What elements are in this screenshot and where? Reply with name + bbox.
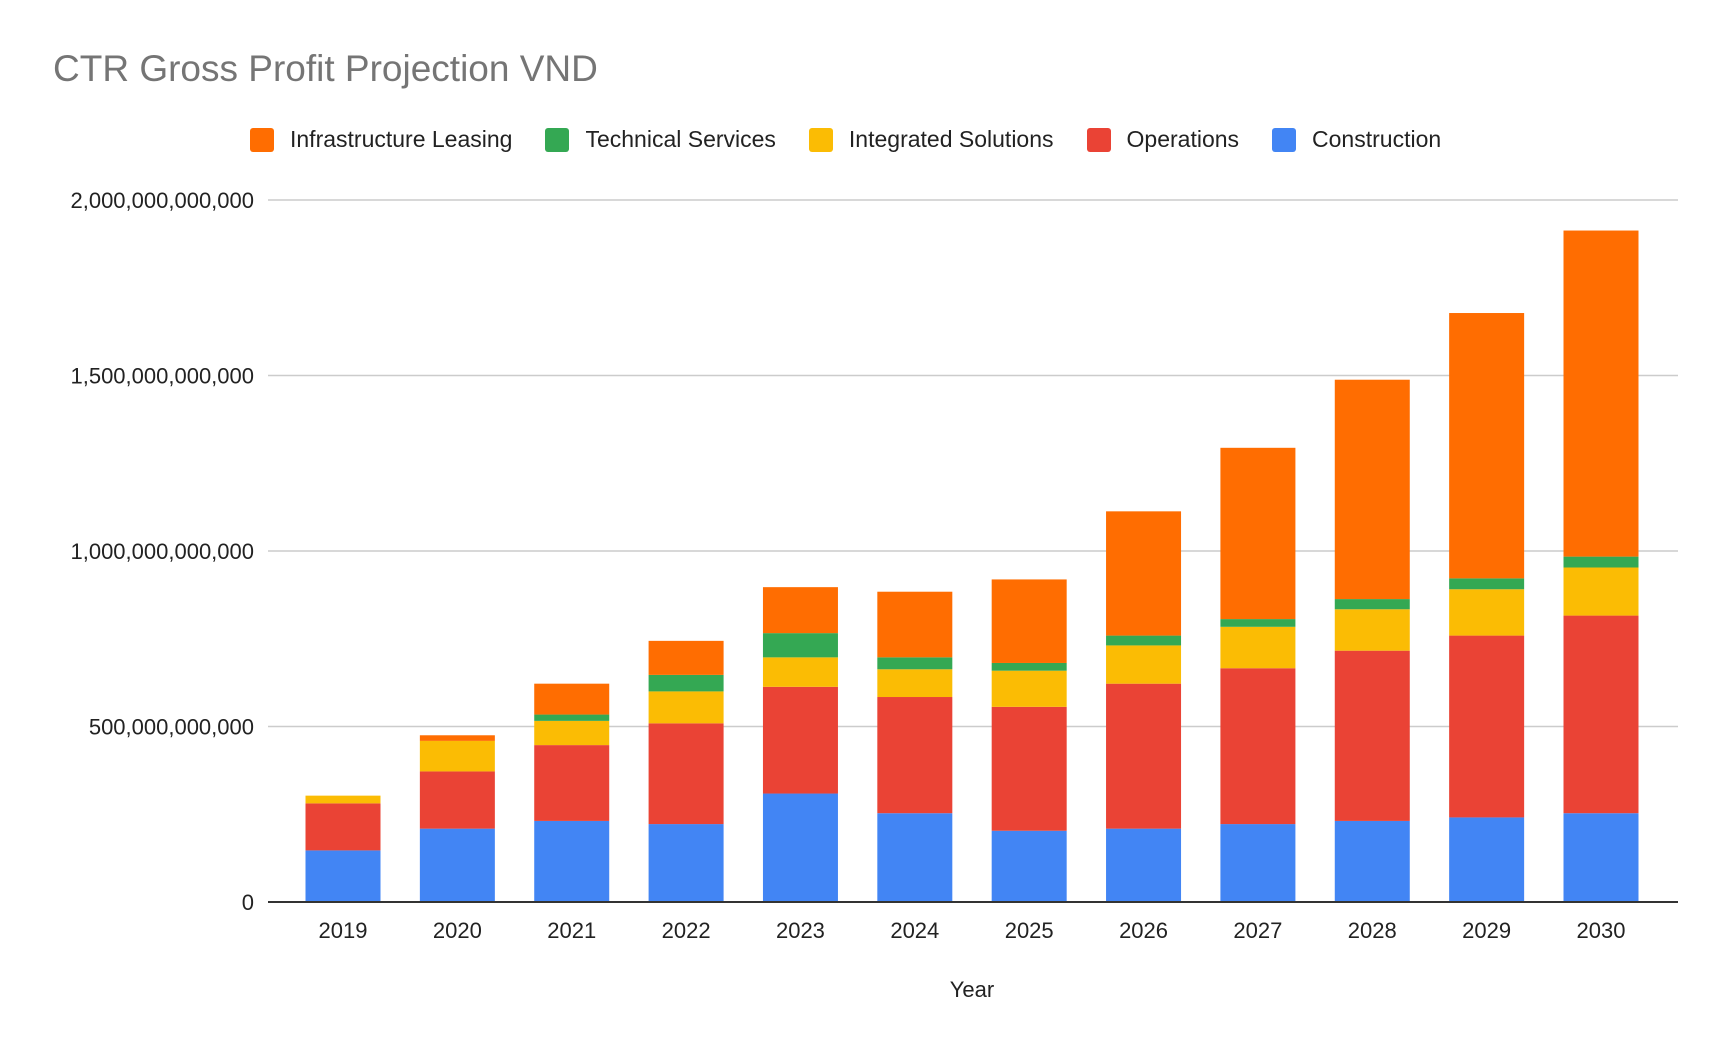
- bar-construction-2024: [877, 813, 953, 902]
- bar-integrated-solutions-2022: [648, 691, 724, 724]
- legend: Infrastructure Leasing Technical Services…: [250, 126, 1441, 153]
- bar-integrated-solutions-2030: [1563, 567, 1639, 616]
- bar-construction-2027: [1220, 824, 1296, 902]
- bar-operations-2025: [991, 706, 1067, 831]
- bar-infrastructure-leasing-2020: [419, 735, 495, 741]
- bar-construction-2022: [648, 824, 724, 902]
- bar-construction-2030: [1563, 813, 1639, 902]
- x-tick-label: 2025: [1005, 918, 1054, 943]
- bar-construction-2026: [1106, 828, 1182, 902]
- bar-construction-2020: [419, 828, 495, 902]
- bar-technical-services-2026: [1106, 635, 1182, 646]
- legend-label: Technical Services: [585, 126, 776, 152]
- bar-technical-services-2022: [648, 674, 724, 692]
- y-tick-label: 500,000,000,000: [89, 715, 254, 740]
- bar-construction-2019: [305, 850, 381, 902]
- bar-operations-2026: [1106, 683, 1182, 829]
- bar-infrastructure-leasing-2027: [1220, 447, 1296, 620]
- x-tick-label: 2019: [319, 918, 368, 943]
- bar-technical-services-2030: [1563, 556, 1639, 568]
- bar-integrated-solutions-2019: [305, 795, 381, 804]
- x-tick-label: 2026: [1119, 918, 1168, 943]
- legend-swatch: [808, 127, 833, 152]
- bar-technical-services-2029: [1449, 578, 1525, 590]
- y-tick-label: 0: [242, 890, 254, 915]
- x-tick-label: 2021: [547, 918, 596, 943]
- bar-infrastructure-leasing-2024: [877, 591, 953, 658]
- legend-label: Operations: [1126, 126, 1240, 152]
- bar-operations-2029: [1449, 635, 1525, 818]
- legend-label: Construction: [1312, 126, 1442, 152]
- bar-technical-services-2024: [877, 657, 953, 670]
- bar-operations-2020: [419, 771, 495, 829]
- bar-integrated-solutions-2025: [991, 670, 1067, 707]
- bar-operations-2028: [1334, 650, 1410, 821]
- x-tick-label: 2022: [662, 918, 711, 943]
- x-tick-label: 2024: [890, 918, 939, 943]
- legend-swatch: [545, 127, 570, 152]
- legend-item: Operations: [1086, 126, 1240, 153]
- legend-item: Integrated Solutions: [808, 126, 1054, 153]
- x-axis-title: Year: [950, 977, 994, 1002]
- bar-integrated-solutions-2026: [1106, 645, 1182, 684]
- legend-swatch: [250, 127, 274, 152]
- y-tick-label: 2,000,000,000,000: [70, 188, 254, 213]
- legend-item: Infrastructure Leasing: [250, 126, 512, 153]
- bar-integrated-solutions-2029: [1449, 589, 1525, 636]
- legend-swatch: [1086, 127, 1111, 152]
- bar-integrated-solutions-2027: [1220, 626, 1296, 669]
- x-tick-label: 2028: [1348, 918, 1397, 943]
- y-tick-label: 1,500,000,000,000: [70, 364, 254, 389]
- x-tick-label: 2030: [1577, 918, 1626, 943]
- x-tick-label: 2029: [1462, 918, 1511, 943]
- bar-infrastructure-leasing-2028: [1334, 379, 1410, 600]
- bar-construction-2025: [991, 830, 1067, 902]
- bar-integrated-solutions-2028: [1334, 609, 1410, 651]
- bar-construction-2028: [1334, 820, 1410, 902]
- chart-title: CTR Gross Profit Projection VND: [53, 48, 598, 89]
- bar-infrastructure-leasing-2029: [1449, 313, 1525, 579]
- bar-operations-2024: [877, 697, 953, 814]
- x-tick-label: 2020: [433, 918, 482, 943]
- bar-operations-2019: [305, 803, 381, 851]
- x-tick-label: 2027: [1233, 918, 1282, 943]
- legend-item: Technical Services: [545, 126, 776, 153]
- bar-operations-2027: [1220, 668, 1296, 825]
- bar-operations-2022: [648, 723, 724, 825]
- bar-integrated-solutions-2020: [419, 740, 495, 772]
- bar-technical-services-2025: [991, 662, 1067, 671]
- bar-operations-2021: [534, 745, 610, 821]
- bar-technical-services-2023: [762, 633, 838, 658]
- legend-item: Construction: [1272, 126, 1441, 153]
- bar-infrastructure-leasing-2025: [991, 579, 1067, 663]
- bar-infrastructure-leasing-2021: [534, 683, 610, 715]
- legend-swatch: [1272, 127, 1297, 152]
- bar-construction-2021: [534, 820, 610, 902]
- bar-technical-services-2028: [1334, 599, 1410, 610]
- bar-infrastructure-leasing-2023: [762, 587, 838, 634]
- bar-operations-2030: [1563, 615, 1639, 814]
- legend-label: Integrated Solutions: [848, 126, 1054, 152]
- bar-integrated-solutions-2023: [762, 657, 838, 687]
- y-tick-label: 1,000,000,000,000: [70, 539, 254, 564]
- bar-integrated-solutions-2024: [877, 669, 953, 698]
- bar-infrastructure-leasing-2026: [1106, 511, 1182, 636]
- bar-technical-services-2027: [1220, 619, 1296, 627]
- bar-integrated-solutions-2021: [534, 720, 610, 746]
- bar-technical-services-2021: [534, 714, 610, 721]
- bar-infrastructure-leasing-2022: [648, 640, 724, 675]
- bar-construction-2023: [762, 793, 838, 902]
- bar-construction-2029: [1449, 817, 1525, 902]
- bar-operations-2023: [762, 686, 838, 794]
- bar-infrastructure-leasing-2030: [1563, 230, 1639, 557]
- x-tick-label: 2023: [776, 918, 825, 943]
- legend-label: Infrastructure Leasing: [290, 126, 513, 152]
